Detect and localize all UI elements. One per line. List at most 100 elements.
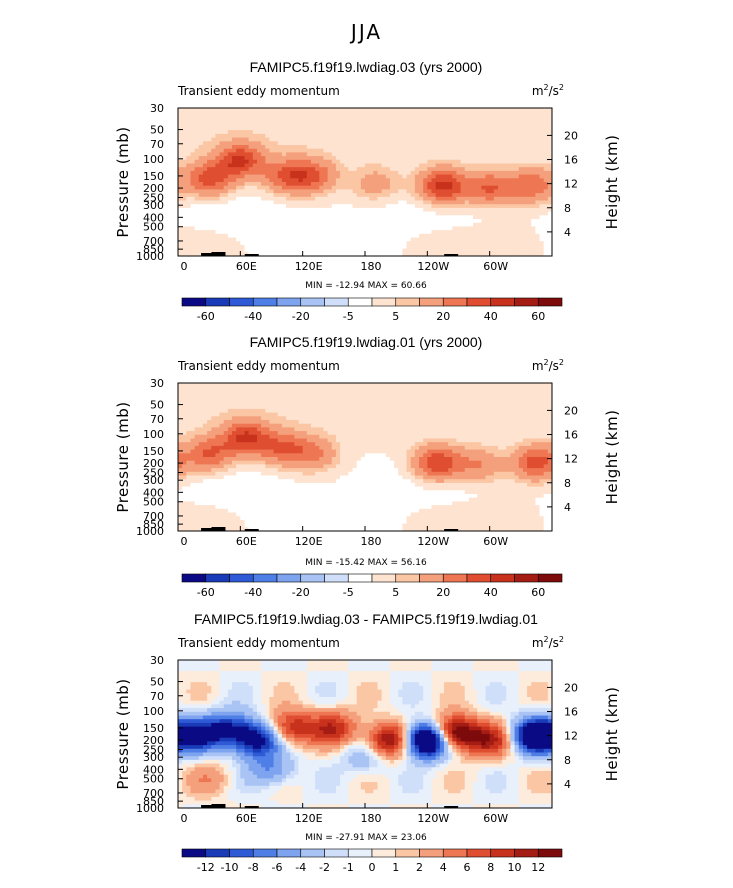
field-cell — [298, 427, 304, 432]
field-cell — [489, 133, 495, 138]
field-cell — [190, 248, 196, 253]
field-cell — [485, 412, 491, 417]
field-cell — [406, 170, 412, 175]
field-cell — [211, 145, 216, 150]
field-cell — [531, 137, 536, 142]
field-cell — [315, 427, 320, 432]
field-cell — [543, 148, 549, 153]
field-cell — [302, 237, 308, 242]
field-cell — [302, 211, 308, 216]
field-cell — [186, 230, 191, 235]
field-cell — [331, 167, 337, 172]
field-cell — [394, 111, 399, 116]
field-cell — [277, 434, 283, 439]
field-cell — [240, 412, 245, 417]
field-cell — [539, 141, 545, 146]
field-cell — [493, 163, 499, 168]
field-cell — [398, 170, 403, 175]
field-cell — [535, 233, 540, 238]
field-cell — [477, 185, 482, 190]
field-cell — [327, 167, 333, 172]
field-cell — [281, 405, 287, 410]
field-cell — [489, 383, 495, 388]
field-cell — [456, 126, 461, 131]
field-cell — [182, 222, 187, 227]
field-cell — [331, 420, 337, 425]
field-cell — [531, 204, 536, 209]
field-cell — [207, 185, 212, 190]
field-cell — [265, 130, 270, 135]
field-cell — [194, 416, 200, 421]
field-cell — [369, 200, 374, 205]
field-cell — [215, 178, 220, 183]
field-cell — [356, 163, 362, 168]
field-cell — [323, 252, 328, 256]
field-cell — [365, 219, 370, 224]
field-cell — [485, 133, 491, 138]
field-cell — [315, 196, 320, 201]
field-cell — [365, 170, 370, 175]
field-cell — [385, 237, 391, 242]
field-cell — [381, 141, 387, 146]
field-cell — [377, 163, 383, 168]
field-cell — [435, 145, 441, 150]
field-cell — [306, 215, 312, 220]
field-cell — [186, 111, 191, 116]
field-cell — [389, 244, 395, 249]
field-cell — [448, 248, 453, 253]
field-cell — [281, 431, 287, 436]
field-cell — [456, 156, 461, 161]
field-cell — [286, 423, 291, 428]
field-cell — [186, 241, 191, 246]
field-cell — [290, 230, 295, 235]
field-cell — [414, 159, 420, 164]
field-cell — [240, 211, 245, 216]
field-cell — [456, 204, 461, 209]
field-cell — [302, 137, 308, 142]
field-cell — [510, 152, 515, 157]
field-cell — [423, 427, 428, 432]
field-cell — [402, 119, 407, 124]
field-cell — [294, 108, 299, 113]
field-cell — [502, 401, 507, 406]
field-cell — [381, 189, 387, 194]
field-cell — [406, 141, 412, 146]
field-cell — [306, 108, 312, 113]
field-cell — [456, 148, 461, 153]
field-cell — [207, 222, 212, 227]
field-cell — [236, 167, 241, 172]
field-cell — [356, 405, 362, 410]
field-cell — [410, 108, 416, 113]
field-cell — [518, 174, 524, 179]
field-cell — [219, 226, 225, 231]
field-cell — [227, 219, 233, 224]
field-cell — [502, 207, 507, 212]
field-cell — [335, 416, 341, 421]
field-cell — [190, 126, 196, 131]
field-cell — [306, 211, 312, 216]
field-cell — [202, 170, 208, 175]
field-cell — [190, 222, 196, 227]
field-cell — [535, 222, 540, 227]
field-cell — [315, 204, 320, 209]
field-cell — [419, 427, 424, 432]
field-cell — [335, 397, 341, 402]
field-cell — [402, 189, 407, 194]
field-cell — [352, 237, 358, 242]
field-cell — [456, 423, 461, 428]
field-cell — [261, 386, 266, 391]
field-cell — [414, 211, 420, 216]
field-cell — [477, 200, 482, 205]
field-cell — [294, 178, 299, 183]
field-cell — [315, 423, 320, 428]
field-cell — [190, 141, 196, 146]
field-cell — [294, 416, 299, 421]
field-cell — [269, 122, 274, 127]
field-cell — [223, 226, 229, 231]
field-cell — [535, 244, 540, 249]
field-cell — [464, 193, 470, 198]
field-cell — [352, 159, 358, 164]
field-cell — [531, 170, 536, 175]
field-cell — [194, 174, 200, 179]
field-cell — [232, 405, 237, 410]
